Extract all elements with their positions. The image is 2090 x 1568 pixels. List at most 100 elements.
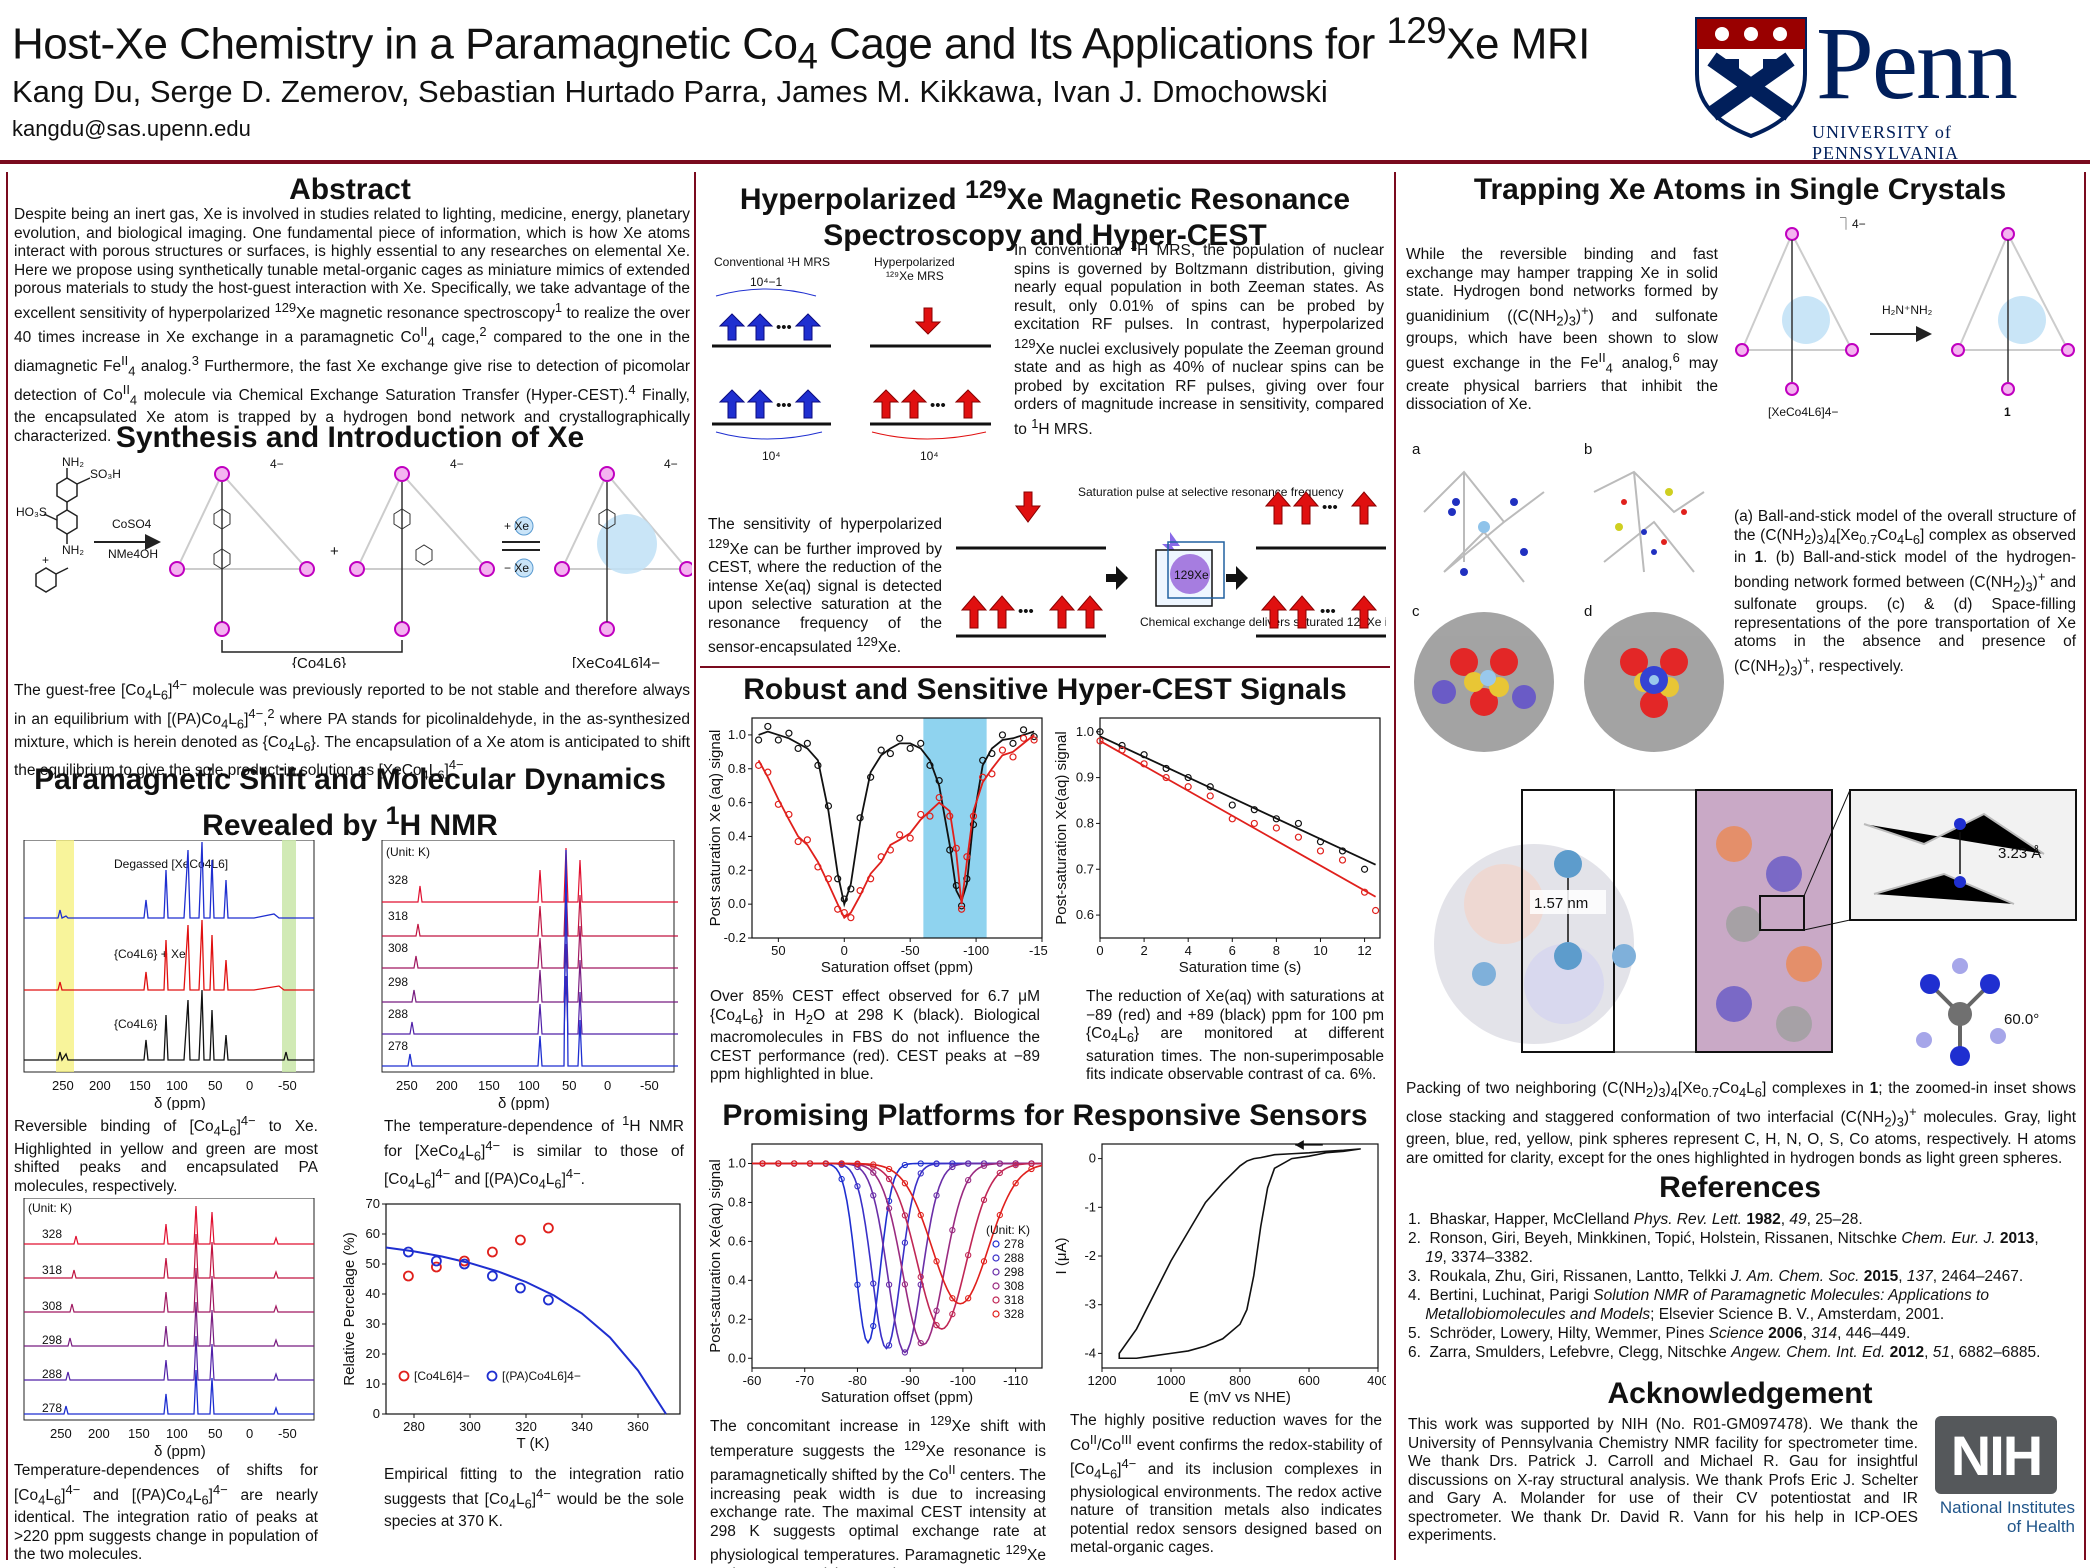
svg-text:NH₂: NH₂ bbox=[62, 455, 84, 469]
y-tick-label: 30 bbox=[366, 1316, 380, 1331]
data-point bbox=[1162, 773, 1170, 782]
data-point bbox=[933, 1322, 940, 1329]
data-point bbox=[885, 1281, 893, 1288]
spin-population-diagram: Conventional ¹H MRS Hyperpolarized ¹²⁹Xe… bbox=[706, 252, 1006, 482]
reference-item: 5. Schröder, Lowery, Hilty, Wemmer, Pine… bbox=[1408, 1325, 1911, 1342]
y-tick-label: 0.0 bbox=[728, 1350, 746, 1365]
data-point bbox=[906, 744, 914, 753]
legend-marker bbox=[992, 1282, 1000, 1290]
x-tick-label: -100 bbox=[963, 943, 989, 958]
svg-text:50: 50 bbox=[208, 1426, 222, 1441]
y-tick-label: 0.9 bbox=[1076, 770, 1094, 785]
x-tick-label: 360 bbox=[627, 1419, 649, 1434]
data-point bbox=[885, 1175, 893, 1183]
data-point bbox=[1096, 728, 1104, 736]
data-point bbox=[803, 739, 811, 747]
data-point bbox=[1371, 906, 1380, 915]
svg-text:d: d bbox=[1584, 603, 1592, 620]
svg-text:⏋4−: ⏋4− bbox=[1840, 216, 1866, 231]
data-point bbox=[926, 812, 934, 820]
data-point bbox=[838, 1175, 845, 1183]
data-point bbox=[980, 1196, 988, 1204]
svg-text:1.57 nm: 1.57 nm bbox=[1534, 895, 1588, 912]
data-point bbox=[1316, 838, 1325, 846]
y-tick-label: 0.6 bbox=[728, 795, 746, 810]
data-point bbox=[1140, 751, 1148, 759]
abstract-title: Abstract bbox=[289, 173, 411, 206]
data-point bbox=[870, 1322, 877, 1330]
data-point bbox=[542, 1294, 554, 1306]
y-tick-label: 20 bbox=[366, 1346, 380, 1361]
svg-text:b: b bbox=[1584, 441, 1592, 458]
data-point bbox=[901, 1180, 909, 1187]
data-point bbox=[996, 1169, 1003, 1177]
svg-text:250: 250 bbox=[50, 1426, 72, 1441]
svg-text:Hyperpolarized: Hyperpolarized bbox=[874, 255, 955, 269]
svg-text:-50: -50 bbox=[278, 1078, 297, 1093]
references-list: 1. Bhaskar, Happer, McClelland Phys. Rev… bbox=[1408, 1210, 2080, 1362]
data-point bbox=[980, 1162, 988, 1169]
data-point bbox=[1206, 792, 1214, 800]
svg-text:-50: -50 bbox=[640, 1078, 659, 1093]
data-point bbox=[867, 875, 875, 883]
contact-email: kangdu@sas.upenn.edu bbox=[12, 116, 251, 141]
data-point bbox=[917, 1170, 924, 1177]
data-point bbox=[431, 1255, 442, 1267]
data-point bbox=[764, 768, 772, 776]
crystal-structure-panels: a b c d bbox=[1404, 432, 1724, 762]
svg-text:288: 288 bbox=[42, 1367, 62, 1381]
data-point bbox=[935, 793, 943, 802]
nih-name-line-2: of Health bbox=[2006, 1517, 2075, 1536]
data-point bbox=[949, 1226, 956, 1234]
svg-text:•••: ••• bbox=[1018, 603, 1034, 620]
svg-text:[XeCo4L6]4−: [XeCo4L6]4− bbox=[572, 655, 660, 668]
data-point bbox=[952, 844, 960, 852]
data-point bbox=[1250, 806, 1258, 814]
temperature-cest-chart: -60 -70 -80 -90 -100 -110 0.0 0.2 0.4 0.6 0.8 1.0 Sa… bbox=[706, 1138, 1048, 1414]
x-tick-label: 340 bbox=[571, 1419, 593, 1434]
data-point bbox=[963, 853, 971, 861]
data-point bbox=[1118, 746, 1126, 754]
nih-logo: NIH National Institutes of Health bbox=[1935, 1416, 2075, 1564]
data-point bbox=[957, 905, 966, 913]
y-tick-label: -4 bbox=[1084, 1345, 1096, 1360]
data-point bbox=[917, 1160, 924, 1167]
x-tick-label: -90 bbox=[901, 1373, 920, 1388]
x-tick-label: 600 bbox=[1298, 1373, 1320, 1388]
robust-title: Robust and Sensitive Hyper-CEST Signals bbox=[743, 673, 1347, 706]
nmr-spectrum-temperature-co4l6: (Unit: K) 328 318 308 298 288 278 250 20… bbox=[14, 1198, 324, 1460]
data-point bbox=[1030, 736, 1038, 744]
data-point bbox=[803, 836, 811, 844]
svg-text:288: 288 bbox=[388, 1007, 408, 1021]
y-tick-label: 1.0 bbox=[1076, 724, 1094, 739]
data-point bbox=[822, 1160, 829, 1167]
svg-text:a: a bbox=[1412, 441, 1421, 458]
x-tick-label: 400 bbox=[1367, 1373, 1386, 1388]
data-point bbox=[754, 736, 763, 744]
svg-text:10⁴: 10⁴ bbox=[920, 449, 939, 463]
x-tick-label: 12 bbox=[1357, 943, 1371, 958]
data-point bbox=[840, 895, 848, 903]
legend-label: 328 bbox=[1004, 1307, 1024, 1321]
svg-text:60.0°: 60.0° bbox=[2004, 1011, 2039, 1028]
x-tick-label: 280 bbox=[403, 1419, 425, 1434]
svg-text:{Co4L6}: {Co4L6} bbox=[114, 1017, 157, 1031]
y-tick-label: 0.2 bbox=[728, 862, 746, 877]
divider-hyperpol bbox=[700, 666, 1390, 668]
robust-caption-1: Over 85% CEST effect observed for 6.7 μM… bbox=[710, 988, 1040, 1084]
data-point bbox=[403, 1246, 414, 1258]
data-point bbox=[933, 1258, 940, 1265]
penn-shield-icon bbox=[1695, 17, 1807, 138]
synthesis-scheme: SO₃H HO₃S NH₂ NH₂ + CoSO4 NMe4OH 4− + bbox=[12, 454, 692, 668]
x-tick-label: 800 bbox=[1229, 1373, 1251, 1388]
hyperpol-text-2: The sensitivity of hyperpolarized 129Xe … bbox=[708, 516, 942, 657]
svg-text:δ (ppm): δ (ppm) bbox=[498, 1095, 550, 1110]
y-tick-label: 0.0 bbox=[728, 896, 746, 911]
svg-text:100: 100 bbox=[518, 1078, 540, 1093]
svg-text:NH₂: NH₂ bbox=[62, 543, 84, 557]
svg-text:(Unit: K): (Unit: K) bbox=[386, 845, 430, 859]
data-point bbox=[949, 1163, 956, 1171]
svg-text:•••: ••• bbox=[1322, 499, 1338, 516]
x-tick-label: -70 bbox=[795, 1373, 814, 1388]
nmr-caption-2: The temperature-dependence of 1H NMR for… bbox=[384, 1113, 684, 1192]
